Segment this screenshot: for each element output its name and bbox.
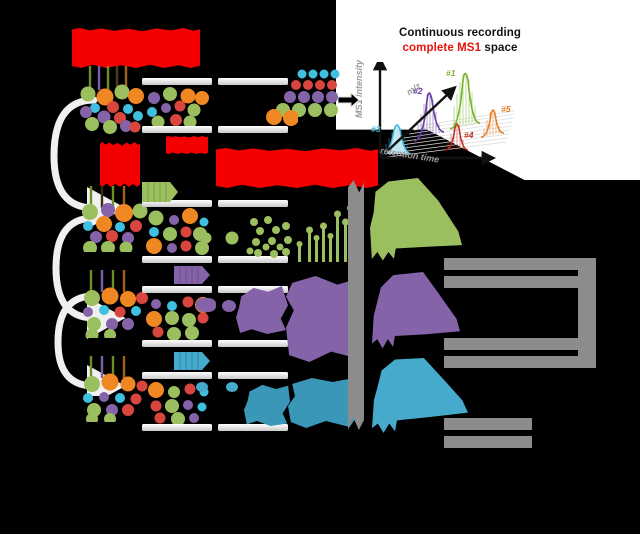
- lc-column-top-bar-r4c1: [142, 372, 212, 379]
- z-axis: [379, 85, 457, 159]
- row-2-redacted-caption-left: [100, 142, 140, 187]
- peak-4-label: #4: [464, 130, 474, 140]
- recycle-arrows-group: [50, 96, 126, 396]
- peak-1-label: #1: [446, 68, 456, 78]
- gray-redaction-bar-right-edge: [578, 258, 596, 368]
- row-3-purple-spectrum-blob: [236, 286, 288, 334]
- recycle-arrow-3: [54, 292, 126, 396]
- gray-redaction-bar-2: [444, 276, 596, 288]
- row-2-green-funnel-icon: [142, 182, 178, 202]
- callout-title-line1: Continuous recording: [398, 27, 522, 39]
- row-3-purple-funnel-icon: [174, 266, 210, 284]
- vertical-gray-redaction-bar: [348, 180, 364, 430]
- lc-column-bottom-bar-r3c2: [218, 340, 288, 347]
- peak-1: [449, 72, 481, 130]
- row-1-redacted-sublabel: [166, 136, 208, 154]
- lc-column-bottom-bar-r1c2: [218, 126, 288, 133]
- row-2-green-redaction-blob: [370, 178, 462, 261]
- lc-column-top-bar-r4c2: [218, 372, 288, 379]
- callout-title: Continuous recording complete MS1 space: [380, 26, 540, 55]
- gray-redaction-bar-3: [444, 338, 596, 350]
- row-4-blue-spectrum-blob: [244, 384, 290, 426]
- flow-arrow-to-plot: [337, 91, 360, 113]
- recycle-arrow-1: [50, 96, 126, 229]
- lc-column-bottom-bar-r4c1: [142, 424, 212, 431]
- row-1-redacted-caption: [72, 28, 200, 68]
- lc-column-bottom-bar-r2c2: [218, 256, 288, 263]
- callout-title-rest: space: [481, 41, 518, 54]
- row-4-analyte-cluster: [83, 373, 148, 422]
- row-2-green-beads-spread: [200, 216, 292, 258]
- ms1-3d-plot-svg: [372, 56, 515, 166]
- row-4-blue-blob-small-a: [196, 382, 208, 392]
- callout-title-emphasis: complete MS1: [402, 41, 482, 54]
- gray-redaction-bar-4: [444, 356, 596, 368]
- lc-column-bottom-bar-r1c1: [142, 126, 212, 133]
- row-4-column1-beads: [148, 382, 209, 424]
- lc-column-bottom-bar-r4c2: [218, 424, 288, 431]
- row-2-redacted-caption-right: [216, 148, 378, 188]
- row-4-blue-spectrum-blob-2: [288, 378, 358, 428]
- peak-2-label: #2: [413, 86, 423, 96]
- row-3-purple-blob-small-b: [222, 300, 236, 312]
- gray-redaction-bar-1: [444, 258, 596, 270]
- lc-column-bottom-bar-r2c1: [142, 256, 212, 263]
- recycle-arrow-2: [52, 214, 126, 339]
- lc-column-bottom-bar-r3c1: [142, 340, 212, 347]
- ms1-3d-plot: MS1 intensity m/z retention time #1 #2 #…: [354, 56, 516, 172]
- peak-3-label: #3: [371, 124, 381, 134]
- peak-5: [480, 109, 505, 138]
- row-1-analyte-cluster: [80, 84, 144, 134]
- row-3-analyte-cluster: [83, 287, 148, 338]
- gray-redaction-bar-6: [444, 436, 532, 448]
- gray-redaction-bar-5: [444, 418, 532, 430]
- row-2-green-spectrum: [296, 204, 352, 262]
- lc-column-top-bar-r2c1: [142, 200, 212, 207]
- peak-5-label: #5: [501, 104, 511, 114]
- row-4-blue-funnel-icon: [174, 352, 210, 370]
- row-1-column1-beads: [147, 87, 209, 126]
- row-3-purple-blob-small-a: [196, 298, 216, 312]
- row-4-blue-blob-small-b: [226, 382, 238, 392]
- row-2-analyte-cluster: [82, 203, 148, 252]
- lc-column-top-bar-r3c1: [142, 286, 212, 293]
- row-1-orange-beads: [266, 109, 298, 126]
- lc-column-top-bar-r1c1: [142, 78, 212, 85]
- peak-2: [413, 92, 445, 142]
- row-1-ms-bead-pyramid: [276, 69, 340, 117]
- lc-column-top-bar-r2c2: [218, 200, 288, 207]
- lc-column-top-bar-r1c2: [218, 78, 288, 85]
